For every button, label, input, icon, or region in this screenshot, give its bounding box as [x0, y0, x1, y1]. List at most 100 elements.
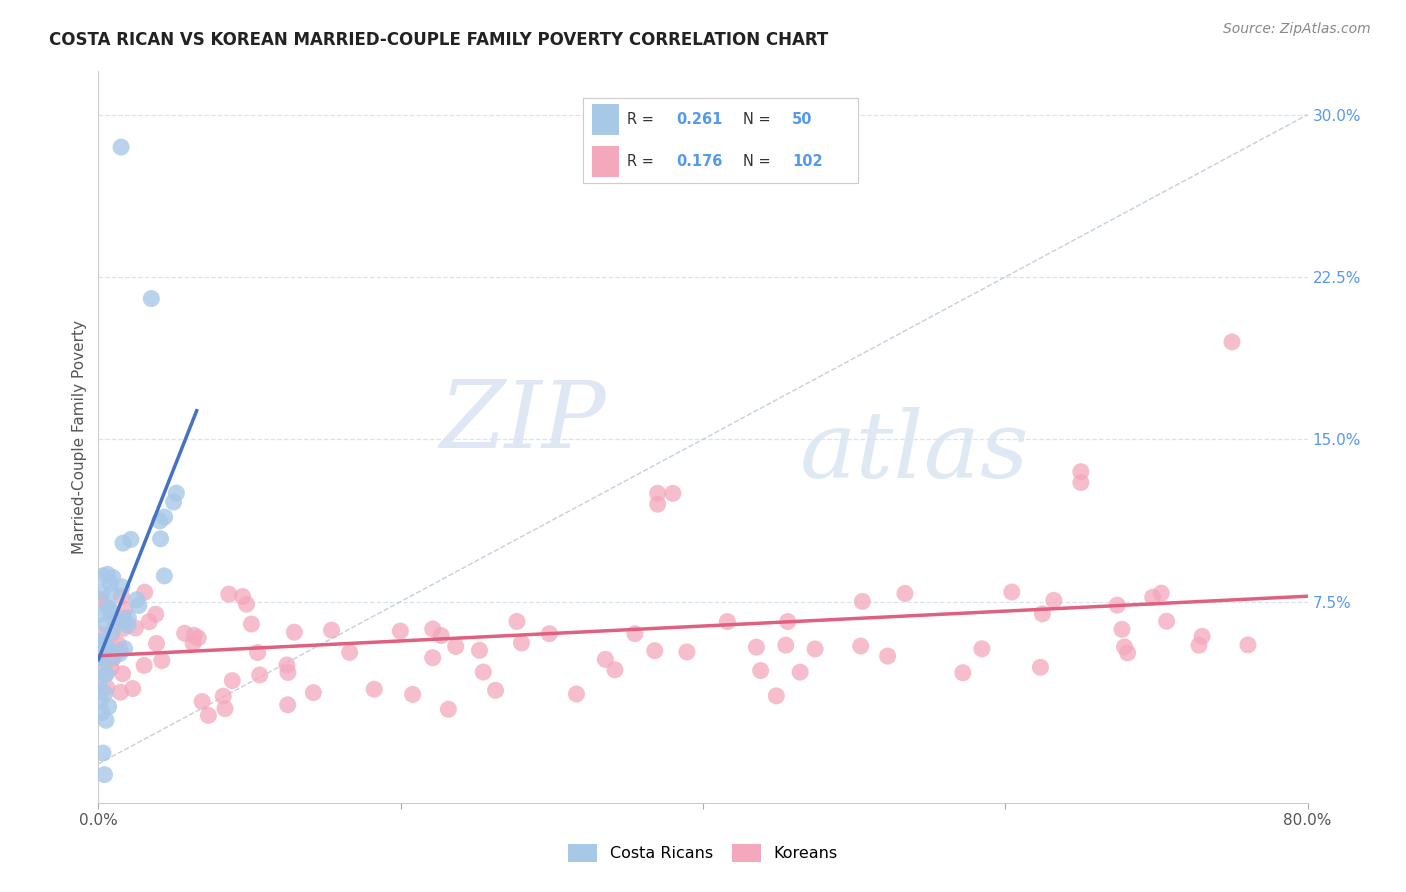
Point — [96, 648, 118, 663]
Point — [117, 611, 139, 625]
Point — [141, 292, 163, 306]
Point — [389, 624, 412, 638]
Point — [91, 662, 114, 676]
Point — [165, 486, 187, 500]
Point — [111, 580, 134, 594]
Point — [1116, 646, 1139, 660]
Point — [1114, 640, 1136, 654]
Point — [804, 642, 827, 657]
Point — [1156, 614, 1178, 628]
Point — [1043, 593, 1066, 607]
Point — [93, 767, 115, 781]
Text: 0.261: 0.261 — [676, 112, 723, 127]
Point — [302, 685, 325, 699]
Point — [94, 666, 117, 681]
Point — [218, 587, 240, 601]
Y-axis label: Married-Couple Family Poverty: Married-Couple Family Poverty — [72, 320, 87, 554]
Point — [98, 601, 121, 615]
Point — [94, 714, 117, 728]
Text: N =: N = — [742, 154, 775, 169]
Point — [437, 702, 460, 716]
Point — [246, 646, 269, 660]
Point — [647, 497, 669, 511]
Point — [101, 610, 124, 624]
Point — [101, 586, 124, 600]
Point — [745, 640, 768, 654]
Point — [240, 617, 263, 632]
Point — [1029, 660, 1052, 674]
Point — [212, 689, 235, 703]
Point — [94, 640, 117, 654]
Point — [1188, 638, 1211, 652]
Point — [111, 666, 134, 681]
Point — [108, 643, 131, 657]
Point — [624, 626, 647, 640]
Point — [108, 647, 131, 661]
Bar — [592, 146, 619, 177]
Point — [401, 687, 423, 701]
Point — [183, 628, 205, 642]
Point — [422, 622, 444, 636]
Point — [96, 681, 118, 695]
Text: Source: ZipAtlas.com: Source: ZipAtlas.com — [1223, 22, 1371, 37]
Point — [124, 621, 146, 635]
Point — [468, 643, 491, 657]
Point — [321, 623, 343, 637]
Point — [110, 590, 132, 604]
Point — [276, 658, 298, 673]
Point — [153, 569, 176, 583]
Point — [134, 585, 156, 599]
Point — [191, 694, 214, 708]
Point — [89, 592, 111, 607]
Point — [149, 514, 172, 528]
Text: R =: R = — [627, 112, 659, 127]
Point — [1001, 585, 1024, 599]
Point — [90, 706, 112, 720]
Point — [91, 569, 114, 583]
Point — [134, 658, 156, 673]
Point — [221, 673, 243, 688]
Point — [506, 615, 529, 629]
Point — [339, 645, 361, 659]
Point — [249, 668, 271, 682]
Point — [214, 701, 236, 715]
Point — [96, 666, 118, 681]
Point — [114, 614, 136, 628]
Point — [952, 665, 974, 680]
Point — [150, 654, 173, 668]
Point — [661, 486, 683, 500]
Point — [96, 642, 118, 657]
Point — [1150, 586, 1173, 600]
Point — [851, 594, 873, 608]
Point — [145, 636, 167, 650]
Point — [97, 699, 120, 714]
Point — [100, 606, 122, 620]
Text: COSTA RICAN VS KOREAN MARRIED-COUPLE FAMILY POVERTY CORRELATION CHART: COSTA RICAN VS KOREAN MARRIED-COUPLE FAM… — [49, 31, 828, 49]
Point — [1237, 638, 1260, 652]
Point — [87, 678, 110, 692]
Point — [90, 585, 112, 599]
Point — [1031, 607, 1053, 621]
Point — [89, 592, 111, 607]
Point — [565, 687, 588, 701]
Text: 50: 50 — [792, 112, 813, 127]
Point — [125, 592, 148, 607]
Text: atlas: atlas — [800, 407, 1029, 497]
Point — [105, 610, 128, 624]
Point — [765, 689, 787, 703]
Point — [110, 685, 132, 699]
Point — [100, 627, 122, 641]
Point — [1111, 623, 1133, 637]
Text: 0.176: 0.176 — [676, 154, 723, 169]
Point — [96, 567, 118, 582]
Point — [603, 663, 626, 677]
Point — [789, 665, 811, 680]
Point — [444, 640, 467, 654]
Point — [149, 532, 172, 546]
Point — [775, 638, 797, 652]
Point — [283, 625, 305, 640]
Point — [112, 536, 135, 550]
Point — [110, 140, 132, 154]
Point — [776, 615, 799, 629]
Point — [153, 510, 176, 524]
